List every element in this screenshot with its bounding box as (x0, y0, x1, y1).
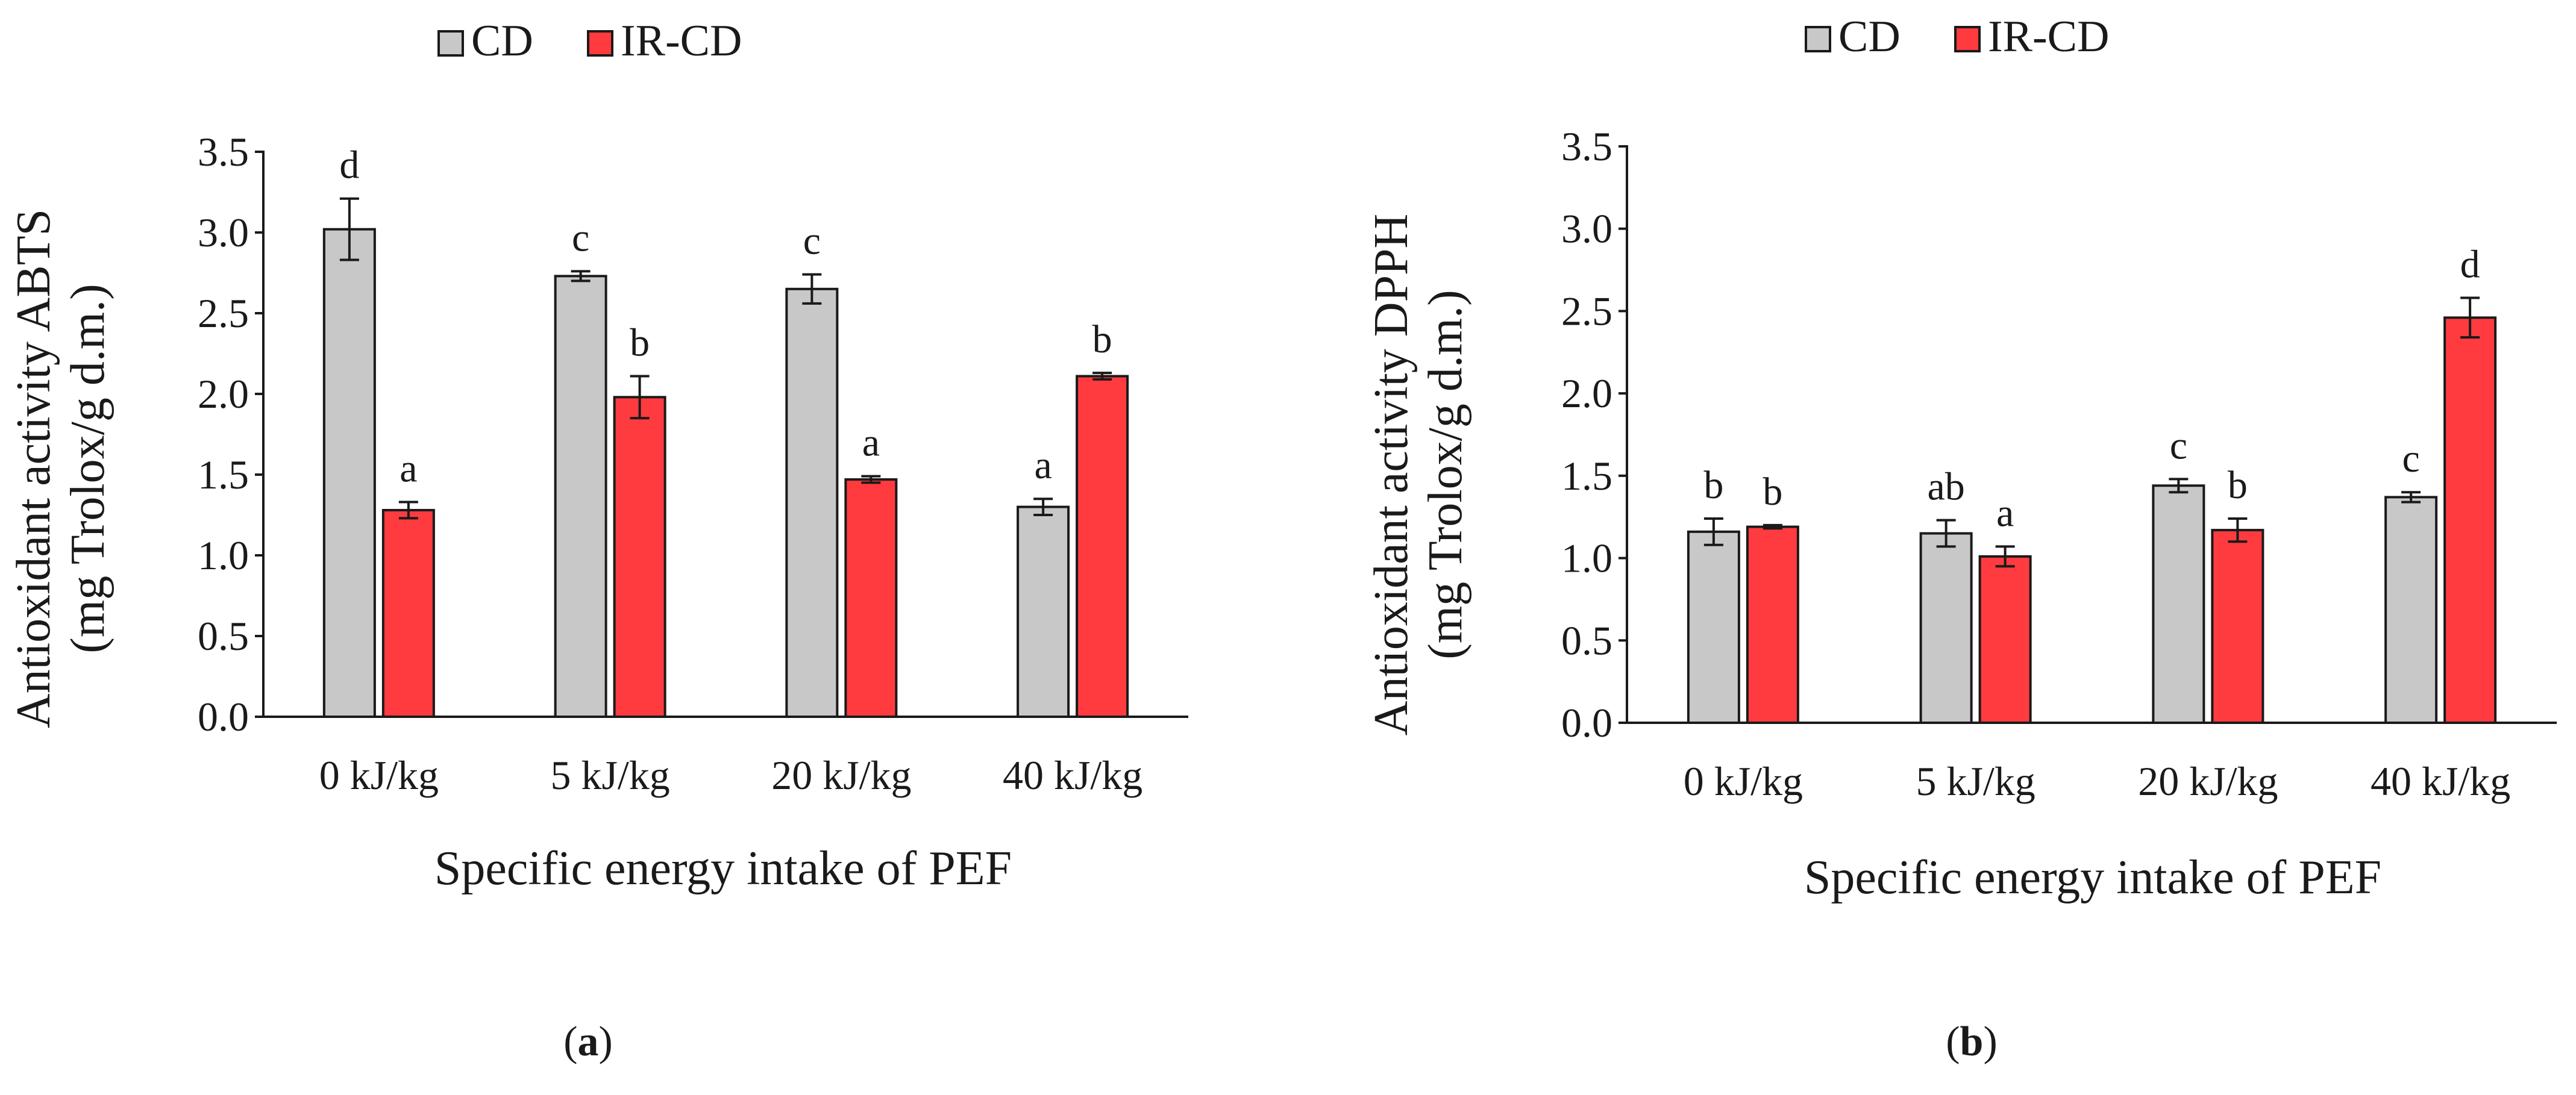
chart-panel-a: CD IR-CD 0.0 0.5 1.0 1.5 2.0 2.5 3.0 3.5 d c c a a b… (7, 16, 1188, 1065)
significance-letter-b-0-0: b (1703, 463, 1723, 507)
chart-panel-b: CD IR-CD 0.00.51.01.52.02.53.03.5 b abc cb… (1365, 12, 2557, 1065)
y-tick-label-b-4: 2.0 (1561, 370, 1612, 416)
legend-a-cd-label: CD (471, 16, 533, 66)
x-tick-labels-a: 0 kJ/kg 5 kJ/kg 20 kJ/kg 40 kJ/kg (319, 752, 1143, 798)
x-tick-label-a-2: 20 kJ/kg (771, 752, 911, 798)
significance-letter-a-0-3: a (1034, 443, 1051, 487)
bar-b-ircd-2 (2211, 529, 2264, 724)
y-axis-title-a-line2: (mg Trolox/g d.m.) (61, 284, 114, 653)
axes-b (1619, 145, 2557, 724)
error-bars-a (339, 197, 1112, 520)
x-tick-label-a-3: 40 kJ/kg (1003, 752, 1142, 798)
legend-b: CD IR-CD (1805, 12, 2109, 61)
bar-b-ircd-0 (1746, 525, 1799, 724)
y-tick-label-b-6: 3.0 (1561, 206, 1612, 252)
y-tick-label-a-4: 2.0 (198, 371, 249, 417)
bar-b-ircd-1 (1978, 555, 2032, 725)
legend-a-ircd-swatch (587, 30, 613, 57)
error-bars-b (1703, 296, 2480, 568)
y-tick-label-a-3: 1.5 (198, 452, 249, 498)
legend-a-ircd-label: IR-CD (621, 16, 742, 66)
y-tick-label-b-5: 2.5 (1561, 288, 1612, 334)
x-tick-label-b-0: 0 kJ/kg (1684, 758, 1803, 804)
significance-letters-b: b abc cb abd (1703, 243, 2480, 535)
significance-letter-b-1-0: b (1763, 470, 1782, 514)
significance-letter-a-0-1: c (572, 216, 589, 260)
legend-b-cd-label: CD (1838, 12, 1901, 61)
y-tick-label-a-6: 3.0 (198, 210, 249, 255)
bar-b-ircd-3 (2443, 316, 2497, 724)
bar-a-cd-3 (1017, 505, 1070, 718)
significance-letter-a-1-0: a (400, 447, 417, 491)
x-tick-labels-b: 0 kJ/kg 5 kJ/kg 20 kJ/kg 40 kJ/kg (1684, 758, 2511, 804)
significance-letter-a-1-2: a (862, 421, 880, 465)
bars-b (1687, 316, 2497, 725)
y-tick-label-a-5: 2.5 (198, 290, 249, 336)
legend-b-cd-swatch (1805, 26, 1831, 52)
y-tick-label-a-2: 1.0 (198, 532, 249, 578)
y-ticks-a: 0.0 0.5 1.0 1.5 2.0 2.5 3.0 3.5 (198, 129, 263, 740)
bar-a-cd-1 (554, 275, 607, 718)
legend-b-ircd-swatch (1954, 26, 1981, 52)
y-tick-label-b-0: 0.0 (1561, 700, 1612, 746)
significance-letter-b-1-3: d (2460, 243, 2480, 287)
panel-letter-a: a (578, 1019, 599, 1065)
bar-b-cd-1 (1919, 532, 1973, 724)
significance-letter-a-1-3: b (1092, 317, 1112, 361)
y-tick-label-b-1: 0.5 (1561, 617, 1612, 663)
y-tick-label-b-2: 1.0 (1561, 535, 1612, 581)
significance-letters-a: d c c a a b a b (339, 143, 1112, 491)
bar-b-cd-2 (2152, 484, 2205, 725)
bar-b-cd-3 (2384, 496, 2438, 724)
panel-letter-b: b (1960, 1019, 1984, 1065)
legend-a-cd-swatch (437, 30, 464, 57)
bars-a (322, 228, 1129, 719)
bar-a-ircd-0 (381, 508, 435, 719)
y-axis-title-a-line1: Antioxidant activity ABTS (7, 209, 60, 728)
bar-a-cd-2 (785, 287, 839, 718)
y-axis-title-b-line2: (mg Trolox/g d.m.) (1419, 290, 1472, 659)
significance-letter-b-0-3: c (2402, 437, 2419, 481)
significance-letter-b-0-1: ab (1927, 465, 1964, 509)
y-axis-title-b-line1: Antioxidant activity DPPH (1365, 214, 1418, 736)
significance-letter-b-1-2: b (2228, 463, 2248, 507)
x-tick-label-a-0: 0 kJ/kg (319, 752, 439, 798)
y-tick-label-a-0: 0.0 (198, 694, 249, 740)
significance-letter-a-0-2: c (803, 219, 821, 263)
x-tick-label-b-1: 5 kJ/kg (1916, 758, 2035, 804)
bar-a-ircd-1 (613, 396, 666, 718)
panel-caption-a: (a) (563, 1019, 613, 1065)
x-tick-label-b-2: 20 kJ/kg (2138, 758, 2278, 804)
axes-a (255, 151, 1188, 718)
significance-letter-a-1-1: b (630, 321, 650, 365)
y-tick-label-b-7: 3.5 (1561, 123, 1612, 169)
bar-a-ircd-3 (1076, 375, 1129, 718)
y-tick-label-b-3: 1.5 (1561, 453, 1612, 499)
significance-letter-b-0-2: c (2170, 423, 2187, 467)
bar-a-ircd-2 (844, 478, 898, 718)
x-axis-title-b: Specific energy intake of PEF (1804, 851, 2381, 904)
significance-letter-a-0-0: d (339, 143, 359, 187)
y-ticks-b: 0.0 0.5 1.0 1.5 2.0 2.5 3.0 3.5 (1561, 123, 1627, 746)
legend-a: CD IR-CD (437, 16, 742, 66)
x-tick-label-b-3: 40 kJ/kg (2371, 758, 2510, 804)
y-tick-label-a-1: 0.5 (198, 613, 249, 659)
panel-caption-b: (b) (1946, 1019, 1998, 1065)
bar-b-cd-0 (1687, 530, 1740, 725)
x-axis-title-a: Specific energy intake of PEF (434, 842, 1012, 895)
y-tick-label-a-7: 3.5 (198, 129, 249, 175)
legend-b-ircd-label: IR-CD (1988, 12, 2109, 61)
bar-a-cd-0 (322, 228, 376, 718)
significance-letter-b-1-1: a (1996, 491, 2014, 535)
x-tick-label-a-1: 5 kJ/kg (550, 752, 669, 798)
